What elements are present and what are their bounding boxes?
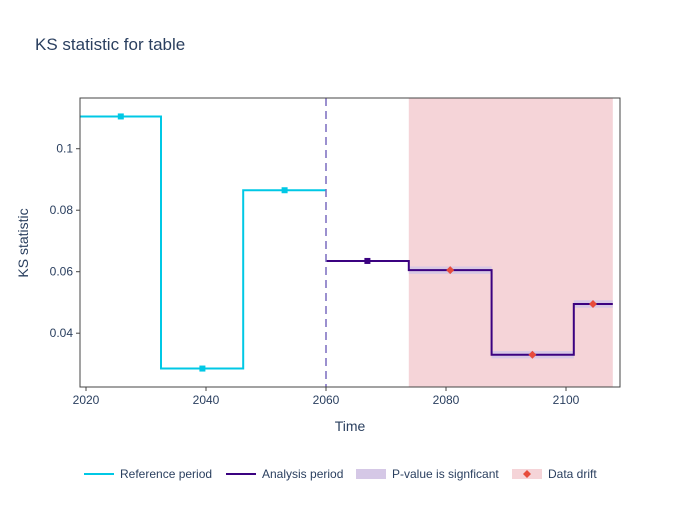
drift-marker-3: [589, 299, 597, 308]
analysis-marker-0: [364, 257, 371, 264]
y-tick-label-1: 0.06: [50, 265, 74, 279]
plot-area: 2020 2040 2060 2080 2100 0.04 0.06 0.08 0.1: [50, 97, 621, 407]
reference-period-line: [80, 115, 326, 370]
y-axis-label: KS statistic: [15, 208, 31, 277]
legend-label-0: Reference period: [120, 467, 212, 481]
drift-marker-1: [446, 266, 455, 275]
legend-item-2: P-value is signficant: [356, 467, 499, 481]
chart-title: KS statistic for table: [35, 35, 185, 54]
legend-item-3: Data drift: [512, 467, 597, 481]
x-tick-label-3: 2080: [433, 393, 460, 407]
x-axis-label: Time: [335, 418, 366, 434]
legend-item-1: Analysis period: [226, 467, 343, 481]
x-tick-label-1: 2040: [193, 393, 220, 407]
x-tick-label-4: 2100: [553, 393, 580, 407]
x-tick-label-0: 2020: [73, 393, 100, 407]
reference-marker-2: [281, 187, 288, 194]
legend-item-0: Reference period: [84, 467, 212, 481]
y-tick-label-0: 0.04: [50, 326, 74, 340]
legend: Reference period Analysis period P-value i…: [84, 467, 597, 481]
legend-swatch-3: [523, 470, 531, 478]
plot-content: [80, 98, 613, 387]
plot-frame: [79, 97, 621, 388]
y-tick-label-3: 0.1: [56, 142, 73, 156]
legend-label-2: P-value is signficant: [392, 467, 499, 481]
drift-marker-2: [528, 350, 537, 359]
analysis-period-line: [326, 259, 613, 356]
x-tick-label-2: 2060: [313, 393, 340, 407]
legend-swatch-2: [356, 469, 386, 479]
y-tick-label-2: 0.08: [50, 203, 74, 217]
drift-region: [408, 98, 613, 387]
legend-label-3: Data drift: [548, 467, 597, 481]
reference-marker-1: [199, 365, 206, 372]
reference-marker-0: [117, 113, 124, 120]
legend-label-1: Analysis period: [262, 467, 343, 481]
